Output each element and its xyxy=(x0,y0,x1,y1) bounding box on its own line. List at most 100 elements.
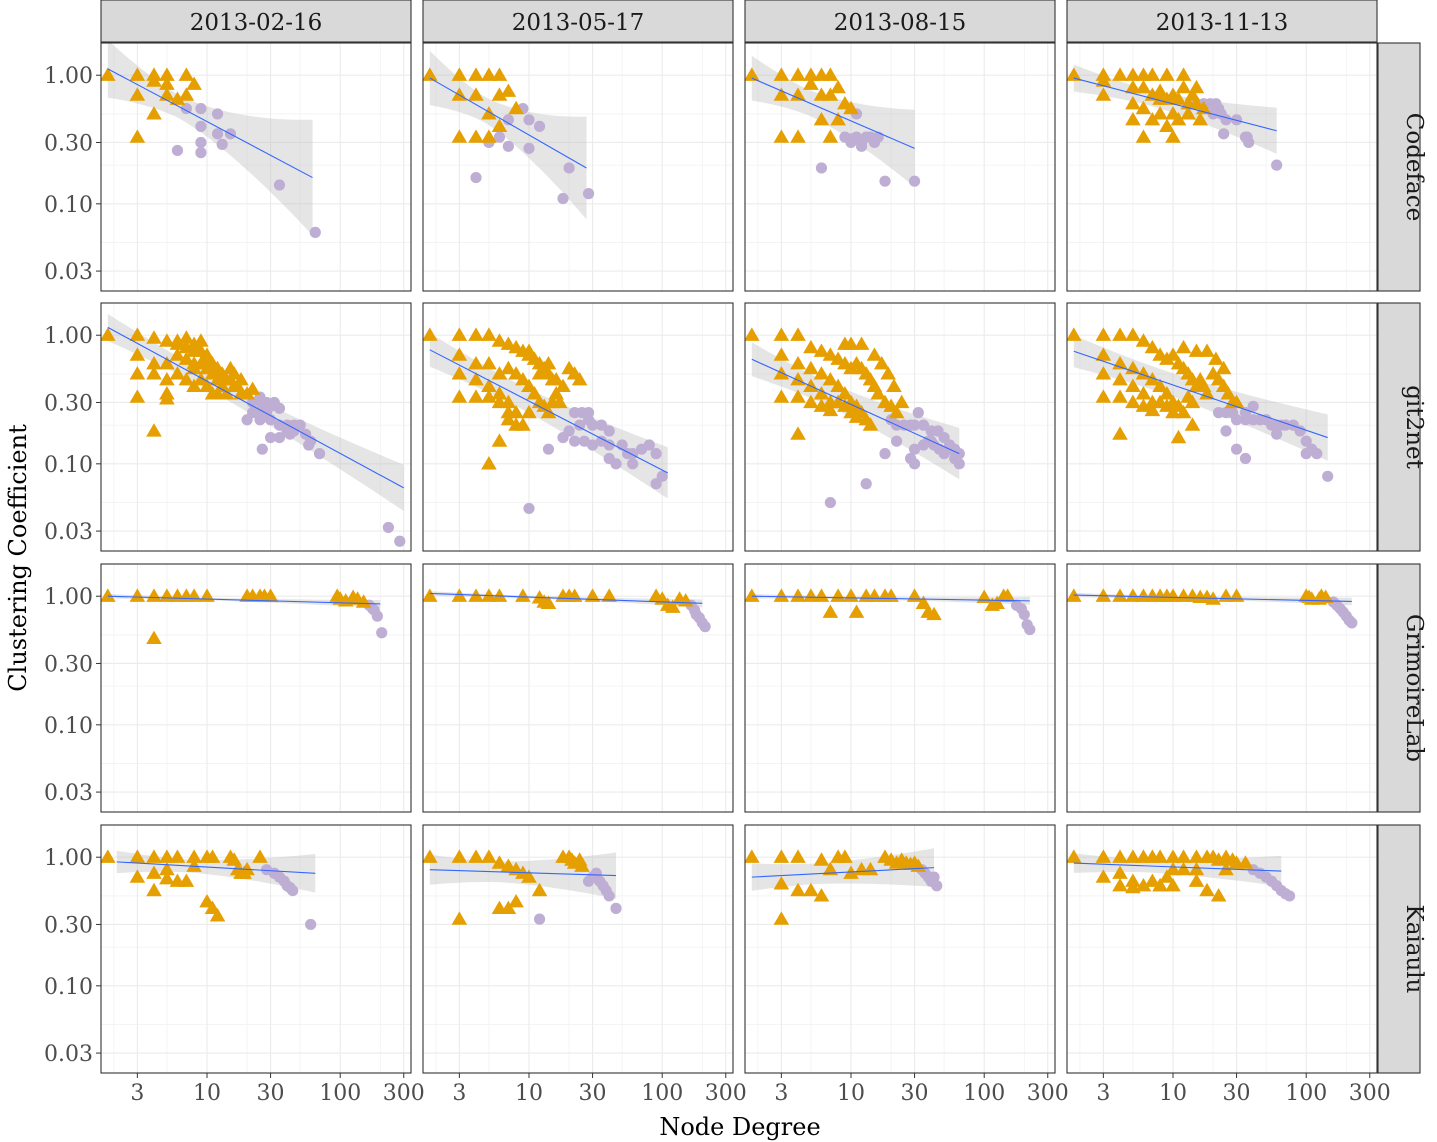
panel-content xyxy=(101,849,317,931)
panel-background xyxy=(1067,564,1377,812)
data-point-triangle xyxy=(1180,95,1196,110)
data-point-triangle xyxy=(209,372,226,386)
data-point-triangle xyxy=(508,366,524,380)
data-point-triangle xyxy=(803,360,819,375)
data-point-triangle xyxy=(773,67,790,81)
x-tick-label: 100 xyxy=(963,1081,1005,1106)
data-point-triangle xyxy=(468,87,484,101)
data-point-circle xyxy=(908,458,921,470)
data-point-triangle xyxy=(186,849,202,863)
data-point-triangle xyxy=(491,433,508,447)
data-point-triangle xyxy=(481,129,497,143)
data-point-triangle xyxy=(159,87,175,101)
data-point-triangle xyxy=(873,355,890,370)
data-point-circle xyxy=(1271,159,1283,171)
data-point-triangle xyxy=(837,849,853,863)
data-point-triangle xyxy=(468,355,484,370)
panel-content xyxy=(1067,327,1334,482)
x-tick-label: 30 xyxy=(901,1081,929,1106)
data-point-triangle xyxy=(468,389,484,403)
data-point-triangle xyxy=(491,386,508,400)
data-point-triangle xyxy=(252,849,268,863)
row-strip xyxy=(1377,563,1421,813)
data-point-triangle xyxy=(664,599,681,613)
data-point-circle xyxy=(1018,608,1030,621)
data-point-triangle xyxy=(239,861,255,876)
data-point-triangle xyxy=(1170,112,1187,126)
data-point-triangle xyxy=(1170,429,1187,444)
y-tick-label: 0.10 xyxy=(44,975,93,1000)
panel-kaiaulu-2013-08-15 xyxy=(744,824,1056,1074)
data-point-triangle xyxy=(862,861,879,876)
column-strip-label: 2013-02-16 xyxy=(190,10,323,36)
data-point-triangle xyxy=(1184,394,1201,409)
panel-grimoirelab-2013-02-16 xyxy=(100,563,412,813)
fit-line xyxy=(1073,594,1352,603)
row-strip xyxy=(1377,824,1421,1074)
panel-border xyxy=(422,302,734,552)
data-point-circle xyxy=(1239,407,1252,419)
data-point-triangle xyxy=(1165,404,1181,419)
data-point-triangle xyxy=(451,347,468,361)
data-point-circle xyxy=(931,880,943,892)
data-point-circle xyxy=(1220,425,1232,437)
data-point-circle xyxy=(1322,470,1334,482)
data-point-triangle xyxy=(837,398,853,412)
row-strip-label: GrimoireLab xyxy=(1401,614,1427,762)
data-point-triangle xyxy=(423,588,438,602)
data-point-circle xyxy=(879,175,891,187)
data-point-triangle xyxy=(1095,327,1112,341)
data-point-triangle xyxy=(531,882,548,897)
panel-content xyxy=(423,849,622,925)
data-point-triangle xyxy=(1159,118,1175,133)
data-point-triangle xyxy=(1159,869,1175,883)
data-point-circle xyxy=(523,502,535,515)
data-point-triangle xyxy=(204,355,221,370)
data-point-triangle xyxy=(745,327,760,341)
data-point-triangle xyxy=(1152,877,1168,892)
data-point-triangle xyxy=(451,389,468,403)
data-point-triangle xyxy=(843,336,859,350)
panel-border xyxy=(422,42,734,292)
data-point-triangle xyxy=(186,76,202,90)
data-point-triangle xyxy=(146,366,162,380)
data-point-triangle xyxy=(813,366,830,380)
data-point-triangle xyxy=(1165,588,1181,602)
y-tick-label: 0.10 xyxy=(44,453,93,478)
data-point-triangle xyxy=(1125,879,1141,894)
data-point-triangle xyxy=(233,372,249,386)
data-point-triangle xyxy=(521,404,537,419)
data-point-triangle xyxy=(790,588,806,602)
x-tick-label: 300 xyxy=(1349,1081,1391,1106)
data-point-circle xyxy=(195,147,207,159)
data-point-circle xyxy=(1247,400,1259,412)
data-point-circle xyxy=(371,610,383,622)
data-point-triangle xyxy=(451,327,468,341)
data-point-triangle xyxy=(1165,877,1181,892)
data-point-triangle xyxy=(129,366,146,380)
data-point-triangle xyxy=(880,366,896,380)
data-point-triangle xyxy=(773,876,790,890)
data-point-triangle xyxy=(822,67,839,81)
data-point-triangle xyxy=(773,129,790,143)
panel-border xyxy=(100,42,412,292)
data-point-triangle xyxy=(1095,389,1112,403)
panel-border xyxy=(1066,563,1378,813)
panel-git2net-2013-02-16 xyxy=(100,302,412,552)
data-point-circle xyxy=(1311,448,1323,460)
data-point-triangle xyxy=(526,386,543,400)
x-tick-label: 300 xyxy=(1027,1081,1069,1106)
data-point-triangle xyxy=(451,849,468,863)
data-point-triangle xyxy=(1095,347,1112,361)
data-point-triangle xyxy=(773,87,790,101)
data-point-triangle xyxy=(999,588,1016,602)
data-point-triangle xyxy=(822,347,839,361)
data-point-circle xyxy=(595,419,608,431)
data-point-triangle xyxy=(915,595,932,609)
data-point-triangle xyxy=(1152,83,1168,97)
data-point-triangle xyxy=(1112,327,1128,341)
data-point-circle xyxy=(574,419,586,431)
data-point-triangle xyxy=(186,858,202,872)
data-point-circle xyxy=(256,443,268,455)
data-point-triangle xyxy=(813,112,830,126)
